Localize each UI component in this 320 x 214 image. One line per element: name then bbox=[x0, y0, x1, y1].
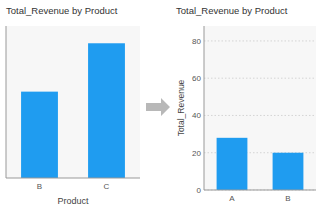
bar bbox=[88, 43, 125, 178]
bars bbox=[217, 138, 304, 190]
y-axis-label: Total_Revenue bbox=[176, 79, 186, 136]
plot-background bbox=[204, 26, 316, 190]
y-tick-label: 20 bbox=[192, 149, 201, 158]
x-tick-label: B bbox=[285, 194, 290, 203]
chart-svg: Total_Revenue by ProductBCProductTotal_R… bbox=[0, 0, 320, 214]
grid-line bbox=[204, 40, 316, 41]
y-tick-label: 40 bbox=[192, 111, 201, 120]
chart-panel: Total_Revenue by Product B C Product bbox=[6, 5, 140, 206]
bar bbox=[217, 138, 248, 190]
bar bbox=[273, 153, 304, 190]
y-axis-line bbox=[6, 26, 7, 178]
y-tick-label: 80 bbox=[192, 37, 201, 46]
chart-panel: Total_Revenue by Product 0 20 40 60 80 A B Total… bbox=[176, 5, 316, 203]
x-axis-label: Product bbox=[57, 196, 89, 206]
chart-title: Total_Revenue by Product bbox=[176, 5, 288, 16]
x-tick-label: C bbox=[104, 182, 110, 191]
y-tick-label: 60 bbox=[192, 74, 201, 83]
y-axis-line bbox=[204, 26, 205, 190]
x-tick-label: A bbox=[229, 194, 235, 203]
arrow bbox=[146, 98, 170, 116]
grid-line bbox=[204, 78, 316, 79]
grid-line bbox=[204, 115, 316, 116]
bars bbox=[21, 43, 125, 178]
chart-root: Total_Revenue by ProductBCProductTotal_R… bbox=[0, 0, 320, 214]
bar bbox=[21, 92, 58, 178]
x-axis-line bbox=[6, 178, 140, 179]
y-tick-label: 0 bbox=[197, 186, 202, 195]
x-tick-label: B bbox=[37, 182, 42, 191]
plot-background bbox=[6, 26, 140, 178]
x-axis-line bbox=[204, 190, 316, 191]
chart-title: Total_Revenue by Product bbox=[6, 5, 118, 16]
grid-line bbox=[204, 190, 316, 191]
